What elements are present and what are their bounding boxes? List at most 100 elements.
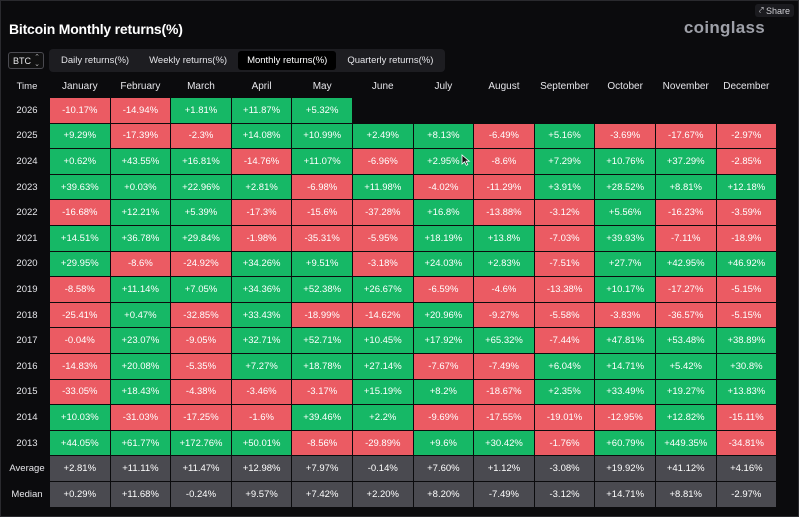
return-cell: +12.21%	[110, 200, 171, 225]
return-cell: +43.55%	[110, 149, 171, 174]
return-cell: +14.51%	[50, 225, 110, 251]
tab-daily[interactable]: Daily returns(%)	[61, 55, 130, 66]
return-cell: +61.77%	[110, 430, 171, 456]
return-cell: +65.32%	[474, 328, 534, 353]
asset-select[interactable]: BTC ⌃ ⌄	[8, 52, 44, 69]
summary-cell: +41.12%	[655, 456, 716, 481]
return-cell: -17.27%	[655, 277, 716, 302]
return-cell: +2.81%	[231, 174, 292, 200]
return-cell: -3.46%	[231, 379, 292, 405]
tab-monthly[interactable]: Monthly returns(%)	[238, 51, 337, 70]
return-cell: +6.04%	[534, 353, 595, 379]
summary-cell: +19.92%	[595, 456, 655, 481]
return-cell: -2.85%	[716, 149, 777, 174]
return-cell: -19.01%	[534, 405, 595, 430]
table-row: 2014 +10.03% -31.03% -17.25% -1.6% +39.46% +2.…	[5, 405, 777, 430]
return-cell: +0.62%	[50, 149, 110, 174]
return-cell: +7.05%	[171, 277, 231, 302]
return-cell: -17.39%	[110, 123, 171, 149]
return-cell: -7.03%	[534, 225, 595, 251]
return-cell: -33.05%	[50, 379, 110, 405]
return-cell: +50.01%	[231, 430, 292, 456]
return-cell: +38.89%	[716, 328, 777, 353]
table-row: 2024 +0.62% +43.55% +16.81% -14.76% +11.07% -6…	[5, 149, 777, 174]
return-cell: -9.27%	[474, 302, 534, 328]
return-cell: +37.29%	[655, 149, 716, 174]
return-cell: +32.71%	[231, 328, 292, 353]
year-cell: 2021	[16, 232, 38, 244]
return-cell: -18.67%	[474, 379, 534, 405]
return-cell: +2.2%	[352, 405, 413, 430]
return-cell: +0.47%	[110, 302, 171, 328]
return-cell: +20.08%	[110, 353, 171, 379]
return-cell: +18.78%	[292, 353, 352, 379]
return-cell: +22.96%	[171, 174, 231, 200]
return-cell: +18.19%	[413, 225, 474, 251]
return-cell: +34.26%	[231, 251, 292, 277]
return-cell: -32.85%	[171, 302, 231, 328]
return-cell: +11.07%	[292, 149, 352, 174]
return-cell: -5.15%	[716, 302, 777, 328]
return-cell: +20.96%	[413, 302, 474, 328]
return-cell: -36.57%	[655, 302, 716, 328]
year-cell: 2019	[16, 283, 38, 295]
return-cell: +47.81%	[595, 328, 655, 353]
column-header-may: May	[312, 80, 332, 92]
return-cell: +5.32%	[292, 98, 352, 123]
summary-cell: +2.20%	[352, 481, 413, 507]
summary-cell: -3.12%	[534, 481, 595, 507]
return-cell: -3.83%	[595, 302, 655, 328]
return-cell: -0.04%	[50, 328, 110, 353]
brand-logo: coinglass	[683, 18, 765, 37]
return-cell: +5.16%	[534, 123, 595, 149]
summary-cell: +8.81%	[655, 481, 716, 507]
asset-select-value: BTC	[13, 55, 31, 66]
return-cell: +29.84%	[171, 225, 231, 251]
return-cell: +10.17%	[595, 277, 655, 302]
tab-quarterly[interactable]: Quarterly returns(%)	[347, 55, 434, 66]
return-cell: +9.29%	[50, 123, 110, 149]
returns-table: Time January February March April May June July…	[4, 74, 777, 508]
return-cell: +3.91%	[534, 174, 595, 200]
return-cell: -10.17%	[50, 98, 110, 123]
return-cell: +39.93%	[595, 225, 655, 251]
share-button[interactable]: ⤤ Share	[754, 4, 794, 17]
column-header-time: Time	[16, 80, 38, 92]
return-cell: +10.45%	[352, 328, 413, 353]
return-cell: -5.95%	[352, 225, 413, 251]
table-row: 2021 +14.51% +36.78% +29.84% -1.98% -35.31% -5…	[5, 225, 777, 251]
column-header-september: September	[540, 80, 589, 92]
return-cell: +5.39%	[171, 200, 231, 225]
year-cell: 2020	[16, 258, 38, 270]
return-cell: -17.25%	[171, 405, 231, 430]
year-cell: 2024	[16, 155, 38, 167]
summary-cell: +7.42%	[292, 481, 352, 507]
return-cell: +39.63%	[50, 174, 110, 200]
year-cell: 2025	[16, 130, 38, 142]
return-cell: -5.15%	[716, 277, 777, 302]
return-cell: -15.6%	[292, 200, 352, 225]
return-cell: +5.42%	[655, 353, 716, 379]
return-cell: +8.13%	[413, 123, 474, 149]
return-cell: +24.03%	[413, 251, 474, 277]
tab-weekly[interactable]: Weekly returns(%)	[149, 55, 228, 66]
summary-cell: +9.57%	[231, 481, 292, 507]
return-cell: +30.42%	[474, 430, 534, 456]
table-body: 2026 -10.17% -14.94% +1.81% +11.87% +5.32% 202…	[5, 98, 777, 507]
return-cell: +13.83%	[716, 379, 777, 405]
summary-label: Median	[11, 488, 43, 500]
column-header-july: July	[434, 80, 453, 92]
return-cell	[535, 98, 595, 123]
return-cell: -15.11%	[716, 405, 777, 430]
return-cell: -8.58%	[50, 277, 110, 302]
summary-cell: -2.97%	[716, 481, 777, 507]
return-cell	[353, 98, 413, 123]
table-row: 2018 -25.41% +0.47% -32.85% +33.43% -18.99% -1…	[5, 302, 777, 328]
return-cell: +12.18%	[716, 174, 777, 200]
return-cell: -37.28%	[352, 200, 413, 225]
return-cell: -4.02%	[413, 174, 474, 200]
return-cell: -3.18%	[352, 251, 413, 277]
summary-cell: +7.97%	[292, 456, 352, 481]
return-cell: +172.76%	[171, 430, 231, 456]
return-cell: +27.14%	[352, 353, 413, 379]
